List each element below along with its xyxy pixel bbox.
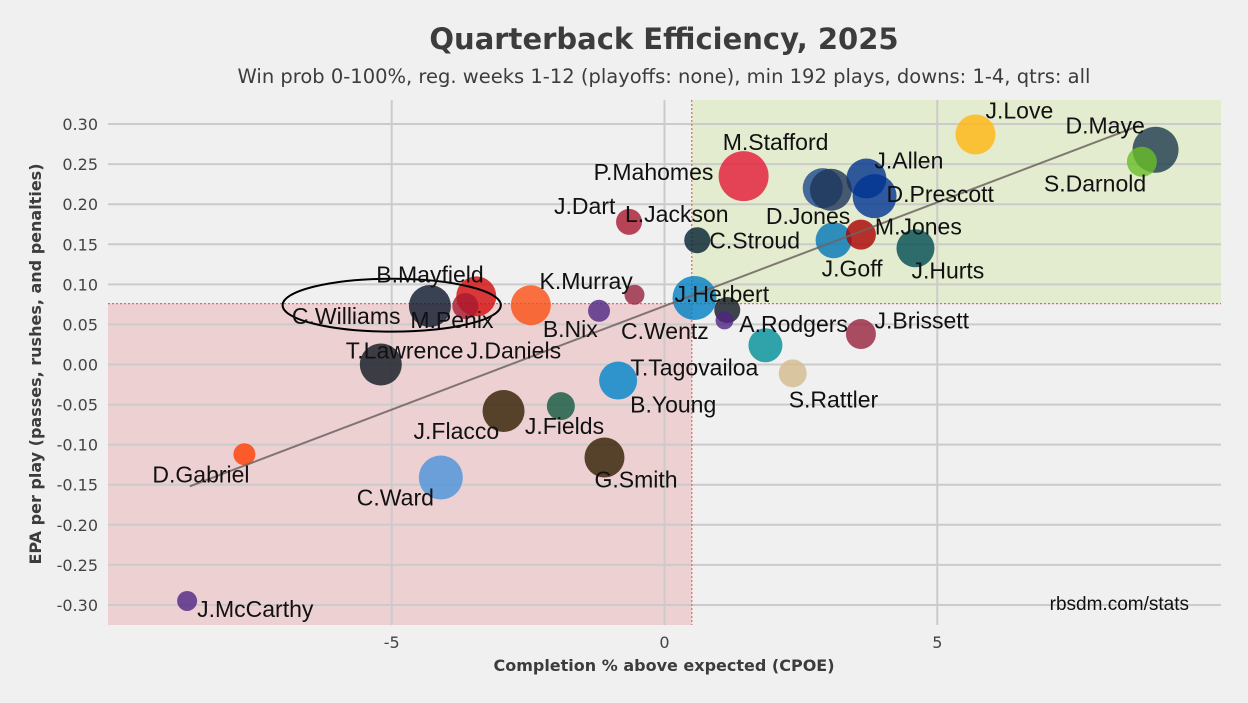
point-label: J.Flacco	[414, 418, 500, 444]
point-label: J.Herbert	[675, 281, 770, 307]
data-point	[177, 590, 198, 611]
point-label: D.Maye	[1066, 113, 1145, 139]
point-label: P.Mahomes	[594, 159, 714, 185]
point-label: J.Allen	[874, 148, 943, 174]
point-label: J.McCarthy	[197, 596, 314, 622]
y-tick-label: 0.20	[62, 195, 98, 214]
data-point	[233, 443, 256, 466]
point-label: J.Brissett	[875, 307, 970, 333]
data-point	[718, 151, 769, 202]
point-label: S.Rattler	[789, 386, 879, 412]
data-point	[815, 222, 852, 259]
data-point	[408, 284, 451, 327]
point-label: K.Murray	[539, 268, 633, 294]
data-point	[845, 319, 876, 350]
y-tick-label: 0.10	[62, 275, 98, 294]
data-point	[955, 114, 996, 155]
point-label: M.Stafford	[723, 129, 829, 155]
x-tick-label: 0	[659, 633, 669, 652]
y-tick-label: -0.10	[57, 436, 98, 455]
data-point	[418, 455, 463, 500]
data-point	[599, 361, 638, 400]
point-label: C.Ward	[357, 485, 434, 511]
data-point	[896, 229, 935, 268]
data-point	[616, 208, 643, 235]
y-tick-label: 0.00	[62, 356, 98, 375]
point-label: C.Wentz	[621, 318, 709, 344]
point-label: M.Jones	[875, 214, 962, 240]
data-point	[510, 285, 551, 326]
data-point	[584, 437, 625, 478]
point-label: J.Fields	[525, 413, 604, 439]
data-point	[1126, 146, 1157, 177]
point-label: J.Dart	[554, 193, 616, 219]
x-tick-label: -5	[384, 633, 400, 652]
y-tick-label: 0.25	[62, 155, 98, 174]
data-point	[684, 227, 711, 254]
y-axis-label: EPA per play (passes, rushes, and penalt…	[26, 163, 45, 564]
point-label: C.Williams	[292, 303, 401, 329]
point-label: J.Daniels	[466, 337, 561, 363]
y-tick-label: 0.30	[62, 115, 98, 134]
data-point	[748, 328, 783, 363]
point-label: J.Love	[985, 97, 1053, 123]
point-label: T.Tagovailoa	[630, 354, 758, 380]
point-label: T.Lawrence	[346, 338, 464, 364]
plot-area: 0.30 0.25 0.20 0.15 0.10 0.05 0.00 -0.05 -0.10 -0…	[57, 97, 1221, 652]
y-tick-label: -0.25	[57, 556, 98, 575]
y-tick-label: -0.20	[57, 516, 98, 535]
data-point	[482, 389, 525, 432]
point-label: G.Smith	[594, 466, 677, 492]
y-tick-label: 0.05	[62, 315, 98, 334]
y-tick-label: -0.15	[57, 476, 98, 495]
y-tick-label: -0.05	[57, 396, 98, 415]
data-point	[624, 284, 645, 305]
y-tick-label: -0.30	[57, 596, 98, 615]
point-label: L.Jackson	[625, 201, 729, 227]
data-point	[546, 392, 575, 421]
data-point	[672, 275, 717, 320]
trend-line	[189, 124, 1140, 488]
data-point	[715, 311, 734, 330]
point-label: B.Nix	[543, 316, 598, 342]
point-label: C.Stroud	[709, 227, 800, 253]
data-point	[845, 219, 876, 250]
point-label: D.Gabriel	[152, 461, 249, 487]
point-label: J.Hurts	[911, 257, 984, 283]
data-point	[588, 299, 611, 322]
chart-title: Quarterback Efficiency, 2025	[429, 22, 898, 56]
data-point	[452, 292, 479, 319]
point-label: S.Darnold	[1044, 171, 1146, 197]
point-label: B.Mayfield	[376, 261, 483, 287]
point-label: M.Penix	[410, 307, 494, 333]
point-label: D.Prescott	[887, 181, 995, 207]
data-point	[778, 359, 807, 388]
chart-subtitle: Win prob 0-100%, reg. weeks 1-12 (playof…	[238, 65, 1091, 88]
point-label: D.Jones	[766, 203, 850, 229]
credit-text: rbsdm.com/stats	[1050, 594, 1189, 615]
data-point	[359, 343, 402, 386]
x-tick-label: 5	[932, 633, 942, 652]
x-axis-label: Completion % above expected (CPOE)	[493, 656, 834, 675]
y-tick-label: 0.15	[62, 235, 98, 254]
data-point	[809, 168, 852, 211]
point-label: J.Goff	[822, 255, 884, 281]
point-label: A.Rodgers	[739, 311, 848, 337]
highlight-ellipse	[281, 277, 502, 333]
point-label: B.Young	[630, 392, 716, 418]
data-point	[852, 174, 897, 219]
